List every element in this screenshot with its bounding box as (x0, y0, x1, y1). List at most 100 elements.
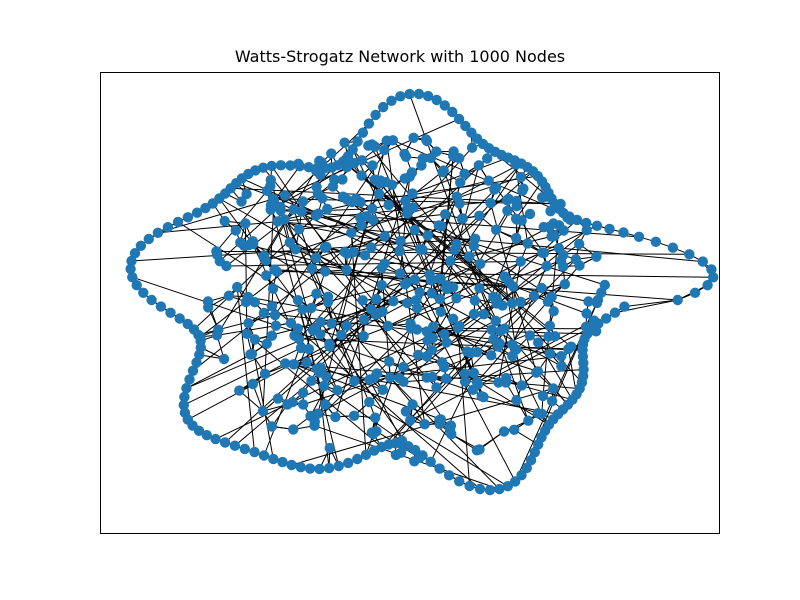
node (219, 215, 230, 227)
node (146, 294, 157, 306)
node (366, 304, 377, 315)
node (455, 177, 466, 188)
node (279, 190, 291, 201)
node (307, 325, 319, 336)
node (297, 387, 309, 398)
node (165, 307, 176, 318)
edge (350, 232, 367, 455)
node (470, 233, 481, 244)
node (555, 198, 566, 210)
node (310, 252, 322, 264)
node (388, 296, 399, 307)
node (203, 302, 214, 313)
node (342, 156, 353, 167)
node (358, 314, 370, 325)
node (162, 222, 174, 233)
node (435, 414, 447, 425)
node (583, 296, 594, 307)
edge (314, 425, 500, 490)
node (439, 100, 450, 111)
node (524, 330, 536, 341)
node (358, 331, 369, 342)
node (321, 241, 332, 252)
node (320, 399, 331, 410)
node (435, 306, 447, 317)
node (261, 270, 272, 281)
node (356, 155, 368, 166)
node (431, 146, 442, 157)
node (182, 212, 194, 223)
node (174, 313, 185, 324)
node (380, 177, 392, 188)
node (266, 301, 278, 312)
node (409, 456, 420, 467)
node (408, 132, 419, 143)
node (407, 399, 418, 410)
node (285, 160, 296, 171)
node (574, 238, 585, 250)
node (474, 483, 486, 495)
figure-title: Watts-Strogatz Network with 1000 Nodes (234, 47, 566, 66)
node (533, 337, 544, 348)
node (395, 268, 406, 279)
node (181, 383, 192, 394)
node (257, 405, 269, 417)
node (258, 450, 270, 461)
node (404, 171, 415, 182)
node (697, 256, 708, 267)
node (454, 153, 465, 164)
node (434, 273, 445, 284)
node (127, 272, 138, 283)
node (212, 249, 223, 260)
node (315, 169, 326, 181)
edge (369, 401, 509, 487)
node (377, 306, 388, 317)
node (491, 298, 502, 309)
node (421, 326, 432, 337)
node (465, 347, 477, 359)
node (306, 375, 317, 386)
node (532, 366, 544, 377)
node (588, 315, 600, 326)
node (315, 364, 327, 376)
node (672, 294, 683, 306)
node (297, 196, 309, 207)
node (240, 218, 251, 229)
node (434, 463, 445, 474)
node (511, 232, 522, 244)
node (366, 139, 378, 150)
node (425, 456, 436, 467)
node (414, 287, 425, 298)
node (288, 359, 299, 370)
edge (444, 214, 543, 415)
node (493, 377, 504, 388)
node (293, 158, 304, 169)
node (441, 337, 452, 348)
node (437, 167, 448, 178)
node (536, 282, 547, 294)
node (490, 182, 502, 193)
node (570, 254, 581, 265)
node (482, 153, 493, 164)
node (129, 248, 141, 259)
node (370, 109, 381, 121)
node (343, 457, 354, 469)
node (301, 357, 312, 368)
node (341, 320, 352, 331)
node (498, 426, 510, 437)
node (265, 199, 277, 211)
node (490, 315, 501, 327)
node (618, 227, 629, 238)
node (356, 220, 367, 231)
node (275, 201, 286, 212)
node (320, 266, 331, 277)
node (441, 280, 452, 291)
node (201, 430, 212, 441)
node (529, 447, 540, 458)
edge (248, 323, 274, 459)
node (322, 296, 334, 308)
node (398, 376, 409, 387)
node (172, 216, 184, 228)
node (400, 406, 412, 417)
node (290, 244, 301, 255)
